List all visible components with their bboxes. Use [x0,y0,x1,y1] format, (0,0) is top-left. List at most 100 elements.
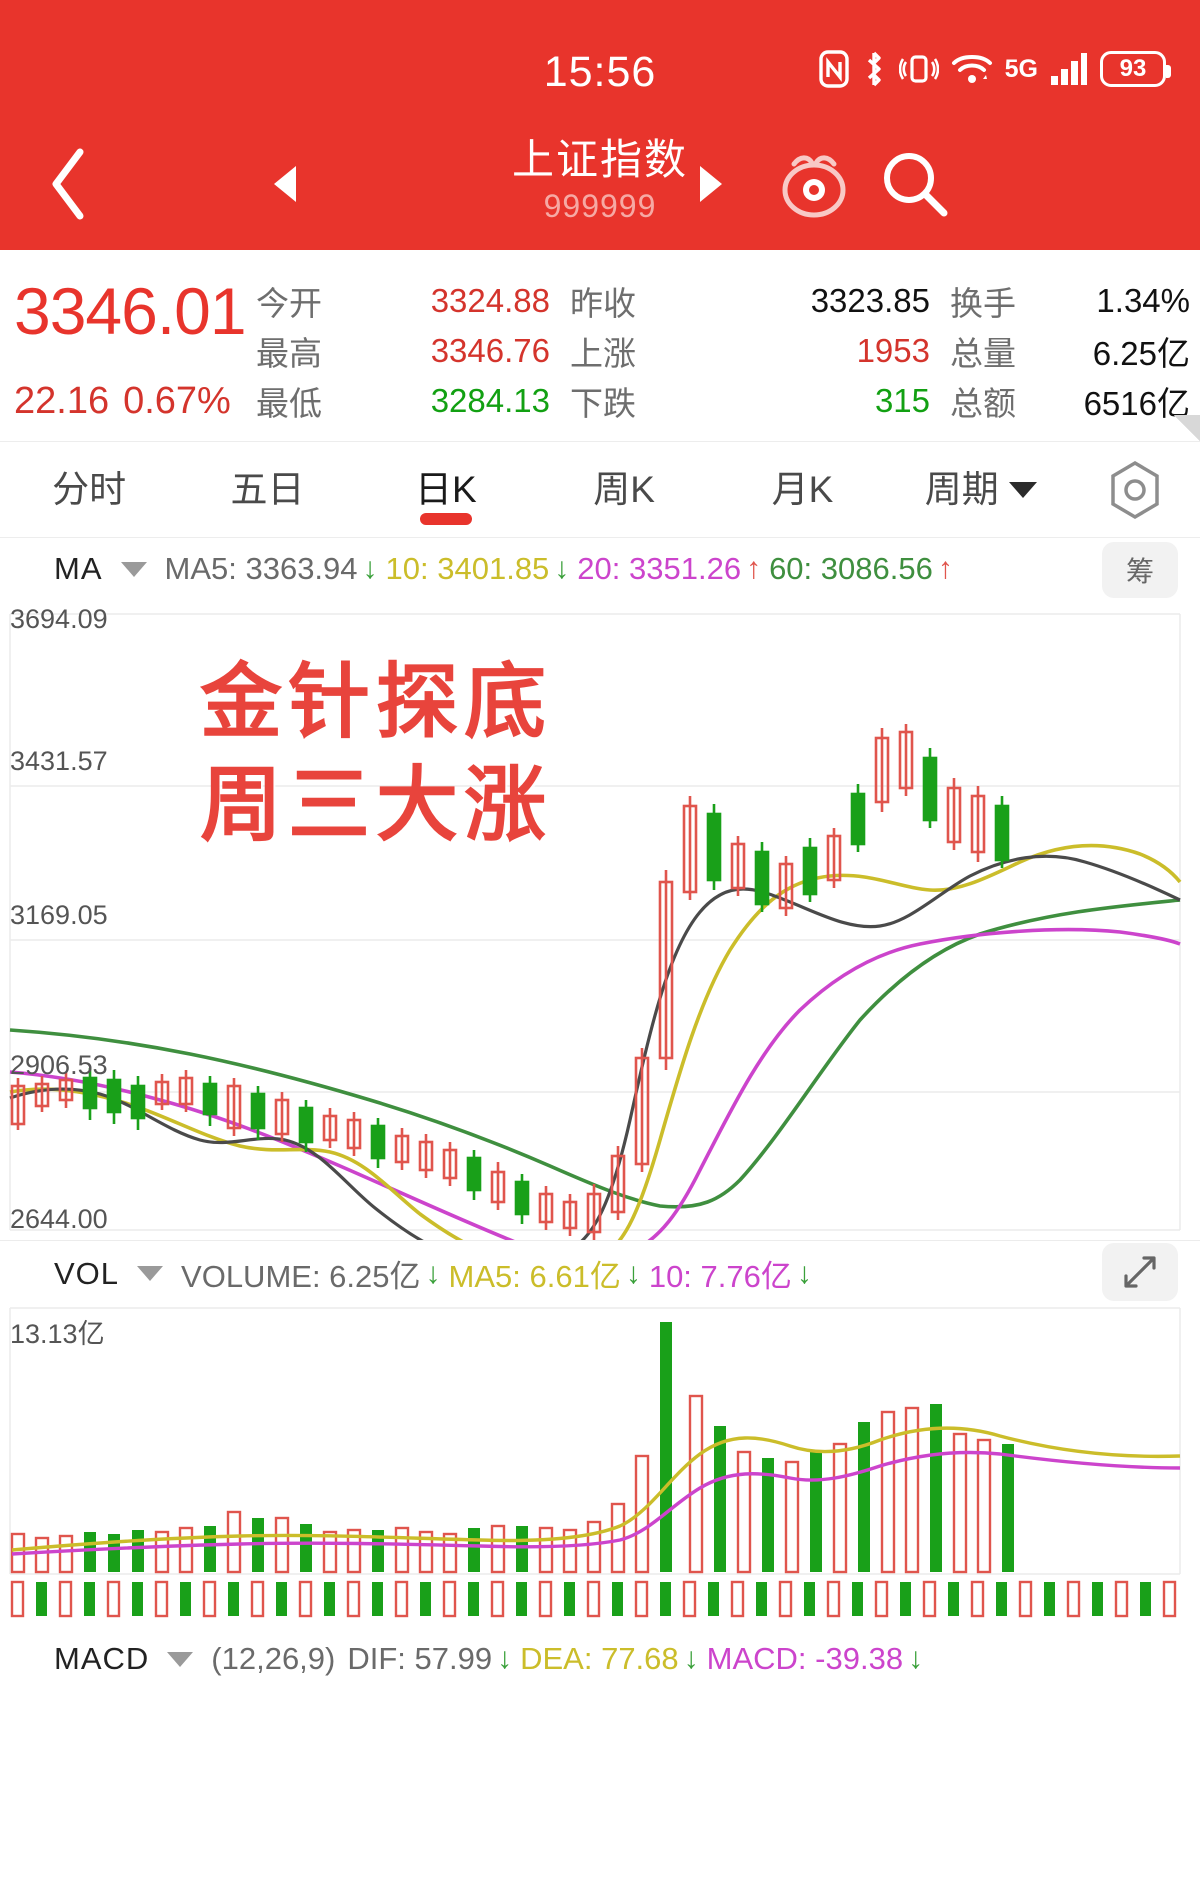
stat-value-decliners: 315 [874,382,930,419]
vol-indicator-header[interactable]: VOL VOLUME: 6.25亿 ↓ MA5: 6.61亿 ↓ 10: 7.76亿… [0,1240,1200,1306]
nfc-icon [818,50,849,88]
macd-macd-arrow-icon: ↓ [908,1642,924,1675]
quote-row: 最低 3284.13 下跌 315 总额 6516亿 [256,376,1190,426]
stat-label-volume: 总量 [950,335,1016,372]
macd-dif-value: DIF: 57.99 [347,1641,493,1676]
caret-down-icon[interactable] [167,1651,194,1667]
prev-stock-button[interactable] [268,162,304,211]
stat-value-volume: 6.25亿 [1092,335,1190,372]
stat-value-advancers: 1953 [856,332,930,369]
macd-dea-arrow-icon: ↓ [683,1642,699,1675]
expand-corner-icon[interactable] [1174,415,1200,441]
macd-indicator-name: MACD [54,1641,150,1676]
volume-arrow-icon: ↓ [425,1256,441,1290]
tab-monthk[interactable]: 月K [771,468,834,510]
stock-code: 999999 [543,188,657,224]
title-center: 上证指数 999999 [0,134,1200,226]
chevron-left-icon [52,148,84,220]
macd-params: (12,26,9) [211,1641,336,1676]
volume-ma10-arrow-icon: ↓ [796,1256,812,1290]
battery-icon: 93 [1100,51,1171,87]
signal-icon [1050,52,1088,86]
caret-down-icon[interactable] [120,561,147,577]
quote-panel: 3346.01 22.16 0.67% 今开 3324.88 昨收 3323.85… [0,250,1200,442]
stat-label-prevclose: 昨收 [570,285,636,322]
volume-ma5-value: MA5: 6.61亿 [448,1259,621,1294]
settings-hex-icon [1111,460,1159,519]
macd-dea-value: DEA: 77.68 [520,1641,679,1676]
stat-value-low: 3284.13 [430,382,550,419]
macd-bars-svg [0,1576,1200,1624]
ma5-arrow-icon: ↓ [362,552,378,585]
chart-settings-button[interactable] [1070,458,1200,522]
ma5-value: MA5: 3363.94 [164,551,358,586]
volume-value: VOLUME: 6.25亿 [181,1259,421,1294]
bluetooth-icon [861,50,887,88]
vibrate-icon [898,50,939,88]
tab-fenshi[interactable]: 分时 [52,468,127,510]
caret-down-icon[interactable] [137,1266,164,1281]
price-change-block: 22.16 0.67% [14,378,264,424]
tab-period-dropdown[interactable]: 周期 [892,442,1070,538]
tab-weekk[interactable]: 周K [593,468,655,510]
volume-bars-svg [0,1306,1200,1576]
page-title: 上证指数 [511,136,688,183]
quote-price-block: 3346.01 22.16 0.67% [14,274,264,424]
change-value: 22.16 [14,380,110,422]
macd-macd-value: MACD: -39.38 [706,1641,904,1676]
stat-value-amount: 6516亿 [1083,385,1190,422]
weibo-eye-icon [782,155,846,218]
volume-ma10-value: 10: 7.76亿 [648,1259,792,1294]
title-bar: 上证指数 999999 [0,118,1200,250]
status-time: 15:56 [543,48,657,96]
macd-chart[interactable] [0,1576,1200,1624]
last-price: 3346.01 [14,274,247,348]
tab-dayk[interactable]: 日K [357,442,535,538]
ma60-arrow-icon: ↑ [937,552,953,585]
chouma-button[interactable]: 筹 [1102,542,1178,598]
annotation-line-1: 金针探底 [200,655,553,750]
macd-indicator-header[interactable]: MACD (12,26,9) DIF: 57.99 ↓ DEA: 77.68 ↓ M… [0,1624,1200,1694]
quote-row: 最高 3346.76 上涨 1953 总量 6.25亿 [256,326,1190,376]
stat-value-turnover: 1.34% [1096,282,1190,319]
weibo-button[interactable] [776,146,852,227]
triangle-right-icon [700,166,722,202]
price-candles-svg [0,600,1200,1240]
stat-label-advancers: 上涨 [570,335,636,372]
stat-value-open: 3324.88 [430,282,550,319]
stat-label-low: 最低 [256,385,322,422]
price-chart[interactable]: 3694.09 3431.57 3169.05 2906.53 2644.00 … [0,600,1200,1240]
macd-dif-arrow-icon: ↓ [497,1642,513,1675]
stat-label-amount: 总额 [950,385,1016,422]
period-label: 周期 [924,468,999,510]
stat-value-high: 3346.76 [430,332,550,369]
expand-chart-button[interactable] [1102,1243,1178,1301]
back-button[interactable] [34,146,104,222]
ma-indicator-header[interactable]: MA MA5: 3363.94 ↓ 10: 3401.85 ↓ 20: 3351.2… [0,538,1200,600]
candles [10,724,1010,1240]
search-button[interactable] [876,146,952,227]
annotation-line-2: 周三大涨 [200,757,553,853]
next-stock-button[interactable] [692,162,728,211]
stat-label-high: 最高 [256,335,322,372]
search-icon [884,153,948,217]
tab-wuri[interactable]: 五日 [230,468,305,510]
status-icons: 5G 93 [818,50,1171,88]
stat-label-turnover: 换手 [950,285,1016,322]
status-bar: 15:56 5G 93 [0,0,1200,118]
volume-chart[interactable]: 13.13亿 [0,1306,1200,1576]
wifi-icon [951,52,993,86]
vol-indicator-name: VOL [54,1255,120,1291]
ma20-arrow-icon: ↑ [746,552,762,585]
chart-tabs: 分时 五日 日K 周K 月K 周期 [0,442,1200,538]
ma10-arrow-icon: ↓ [554,552,570,585]
quote-row: 今开 3324.88 昨收 3323.85 换手 1.34% [256,276,1190,326]
triangle-left-icon [274,166,296,202]
stat-label-decliners: 下跌 [570,385,636,422]
volume-ma5-arrow-icon: ↓ [625,1256,641,1290]
chart-annotation: 金针探底 周三大涨 [200,652,552,857]
expand-arrows-icon [1124,1256,1156,1288]
chevron-down-icon [1008,481,1037,498]
quote-stats-grid: 今开 3324.88 昨收 3323.85 换手 1.34% 最高 3346.7… [256,276,1190,426]
5g-icon: 5G [1004,54,1038,83]
